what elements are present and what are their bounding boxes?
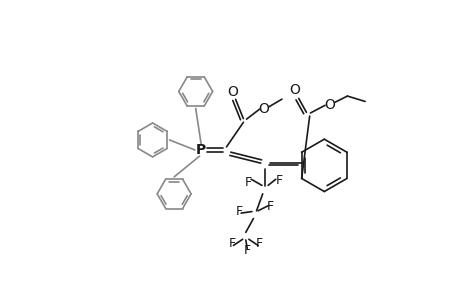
Text: F: F [274,174,282,187]
Text: F: F [244,176,251,189]
Text: F: F [235,205,243,218]
Text: O: O [257,102,269,116]
Text: O: O [288,83,299,97]
Text: O: O [324,98,335,112]
Text: P: P [196,143,206,157]
Text: F: F [228,237,235,250]
Text: F: F [256,237,263,250]
Text: F: F [243,244,250,256]
Text: F: F [266,200,274,213]
Text: O: O [227,85,238,99]
